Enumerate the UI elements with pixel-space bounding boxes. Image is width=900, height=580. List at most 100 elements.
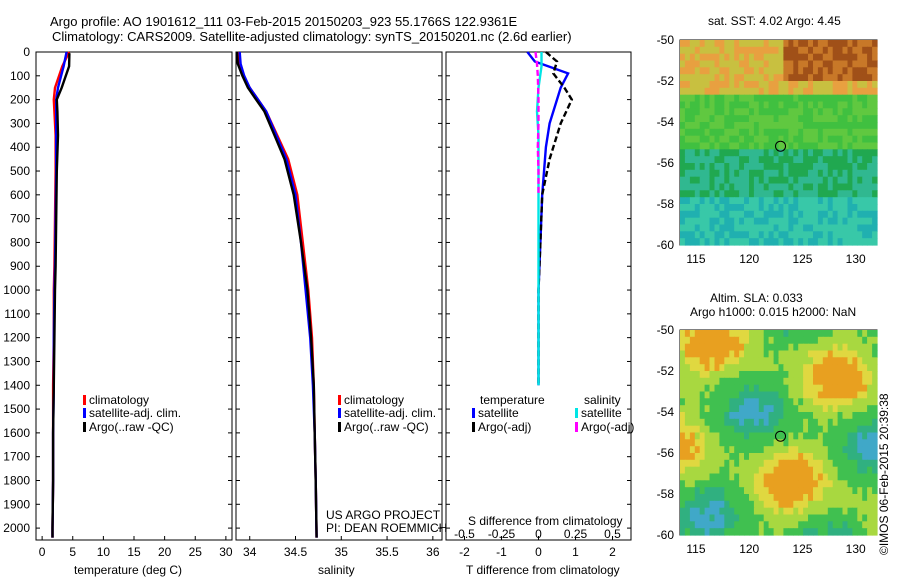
sla-map-cell <box>842 494 848 502</box>
sst-map-cell <box>803 115 809 123</box>
sst-map-cell <box>817 238 824 246</box>
sla-map-cell <box>704 439 711 447</box>
sla-map-cell <box>729 330 735 338</box>
sla-map-cell <box>763 418 770 427</box>
sla-map-cell <box>798 487 804 495</box>
sst-map-cell <box>822 67 829 75</box>
sla-map-cell <box>783 514 789 522</box>
sst-map-cell <box>753 149 760 157</box>
sst-map-cell <box>857 210 863 219</box>
sla-map-cell <box>808 494 814 502</box>
sst-map-cell <box>827 163 834 171</box>
sst-map-cell <box>734 40 740 48</box>
sla-map-cell <box>749 446 755 454</box>
sst-map-cell <box>714 231 720 239</box>
sla-map-cell <box>739 480 745 488</box>
sst-map-cell <box>758 60 765 68</box>
sst-map-cell <box>684 183 691 191</box>
sla-map-cell <box>753 446 760 454</box>
sst-map-cell <box>749 224 755 232</box>
sst-map-cell <box>749 46 755 55</box>
sla-map-cell <box>842 439 848 447</box>
sla-map-cell <box>744 446 750 454</box>
sst-map-cell <box>680 101 686 109</box>
sla-map-cell <box>857 336 863 345</box>
sst-map-cell <box>729 217 735 226</box>
sst-map-cell <box>793 108 799 116</box>
sst-map-cell <box>758 81 765 89</box>
sst-map-cell <box>773 238 780 246</box>
sst-map-cell <box>783 40 789 48</box>
sla-map-cell <box>739 343 745 352</box>
sla-map-cell <box>808 521 814 529</box>
sla-map-cell <box>827 453 834 461</box>
sst-map-cell <box>684 231 691 239</box>
sla-map-cell <box>734 364 740 372</box>
sla-map-cell <box>694 418 701 427</box>
sst-map-cell <box>808 163 814 171</box>
sst-map-cell <box>817 101 824 109</box>
sla-map-cell <box>808 364 814 372</box>
sst-map-cell <box>788 87 794 96</box>
sst-map-cell <box>837 224 844 232</box>
sla-map-cell <box>817 330 824 338</box>
sst-map-cell <box>680 81 686 89</box>
sla-map-cell <box>847 371 853 379</box>
sla-map-cell <box>788 336 794 345</box>
sla-map-cell <box>773 528 780 536</box>
sla-map-cell <box>758 425 765 434</box>
sst-map-cell <box>734 176 740 185</box>
sst-map-cell <box>680 60 686 68</box>
sla-map-cell <box>867 459 873 468</box>
sla-map-cell <box>694 453 701 461</box>
sla-map-cell <box>778 453 784 461</box>
project-credit: US ARGO PROJECT <box>326 508 441 522</box>
sst-map-cell <box>788 142 794 150</box>
sla-map-cell <box>758 418 765 427</box>
sla-map-cell <box>827 528 834 536</box>
sst-map-cell <box>842 87 848 96</box>
sla-map-cell <box>734 384 740 393</box>
sla-map-cell <box>768 336 775 345</box>
sst-map-cell <box>788 135 794 144</box>
sst-map-cell <box>867 60 873 68</box>
sst-map-cell <box>768 176 775 185</box>
sst-map-cell <box>724 135 730 144</box>
sla-map-cell <box>827 398 834 406</box>
sst-map-cell <box>783 87 789 96</box>
sst-map-cell <box>758 156 765 164</box>
sla-map-lon-tick-label: 120 <box>739 542 759 556</box>
sst-map-cell <box>709 67 715 75</box>
sla-map-cell <box>783 384 789 393</box>
sla-map-cell <box>872 343 878 352</box>
sst-map-cell <box>847 176 853 185</box>
sla-map-cell <box>744 466 750 475</box>
sla-map-cell <box>798 384 804 393</box>
sst-map-cell <box>813 238 819 246</box>
sla-map-cell <box>857 528 863 536</box>
sla-map-cell <box>744 343 750 352</box>
sla-map-cell <box>832 487 839 495</box>
sla-map-cell <box>694 494 701 502</box>
sla-map-cell <box>822 514 829 522</box>
sla-map-cell <box>719 412 725 420</box>
sst-map-cell <box>734 231 740 239</box>
sst-map-cell <box>813 128 819 137</box>
sst-map-cell <box>798 217 804 226</box>
sla-map-cell <box>852 500 858 509</box>
sst-map-cell <box>704 87 711 96</box>
diff-series-line <box>526 51 570 386</box>
sla-map-cell <box>793 514 799 522</box>
sst-map-cell <box>862 142 868 150</box>
sst-map-cell <box>773 169 780 178</box>
sst-map-cell <box>832 156 839 164</box>
sla-map-cell <box>872 521 878 529</box>
sla-map-cell <box>734 459 740 468</box>
sst-map-cell <box>822 183 829 191</box>
sla-map-cell <box>837 453 844 461</box>
sla-map-cell <box>862 330 868 338</box>
sst-map-cell <box>867 156 873 164</box>
sla-map-cell <box>867 432 873 440</box>
sst-map-cell <box>867 190 873 198</box>
sla-map-cell <box>808 459 814 468</box>
